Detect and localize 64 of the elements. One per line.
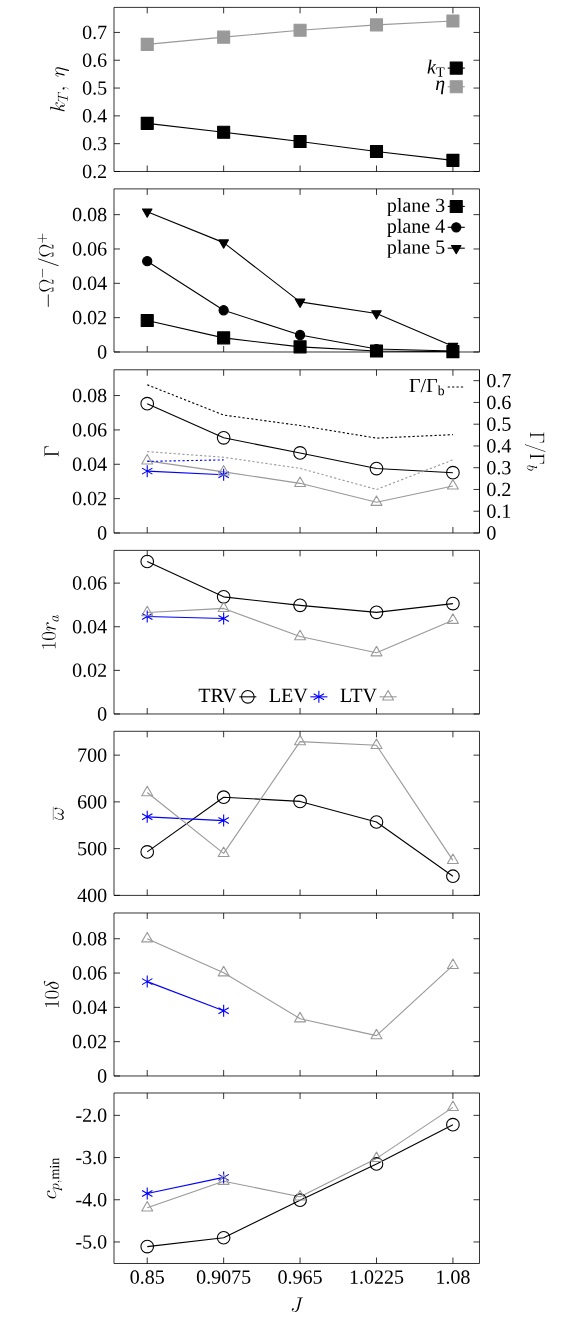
x-tick-label: 1.08 [437,1270,470,1284]
y-tick-label: 0.7 [82,25,107,40]
x-tick-label: 0.9075 [196,1270,251,1284]
y-tick-label: 0.08 [72,931,107,946]
y2-tick-label: 0.5 [487,417,511,431]
legend-label: TRV [198,688,237,703]
y-tick-label: 0 [97,1069,107,1083]
y-tick-label: 0.04 [72,276,107,291]
y-tick-label: 0 [97,345,107,359]
y-tick-label: 400 [77,888,107,903]
y-tick-label: 0 [97,707,107,721]
y-tick-label: 0.08 [72,207,107,222]
legend-label: plane 4 [387,218,445,237]
y-tick-label: 600 [77,795,107,809]
y2-tick-label: 0.2 [487,482,511,497]
y-tick-label: 0.04 [72,457,107,472]
y-axis-title: $k_T,\ \eta$ [50,67,70,112]
y-axis-title: $10r_a$ [41,615,59,649]
y2-tick-label: 0.4 [487,439,512,453]
y-tick-label: 0.04 [72,619,107,634]
y-tick-label: 0.5 [82,81,107,95]
y-tick-label: 0.02 [72,663,107,678]
y-tick-label: 0.2 [82,164,107,179]
legend-label: Γ/Γ$_{b}$ [409,378,445,396]
y-tick-label: -3.0 [76,1150,107,1165]
y-tick-label: 0.02 [72,491,107,506]
y2-axis-title: $\Gamma/\Gamma_b$ [524,432,546,471]
y-tick-label: 0.06 [72,423,107,437]
y-tick-label: 0.04 [72,1000,107,1015]
y-axis-title: $\overline{\omega}$ [53,806,64,821]
legend-label: LTV [340,688,377,703]
y-tick-label: 0.06 [72,576,107,590]
x-axis-title: $J$ [291,1297,303,1313]
y2-tick-label: 0.3 [487,460,511,475]
y-axis-title: $\Gamma$ [44,446,59,457]
y2-tick-label: 0.1 [487,504,511,519]
x-tick-label: 0.965 [278,1270,322,1284]
y2-tick-label: 0 [487,526,496,540]
y-axis-title: $10\delta$ [43,980,59,1008]
y-tick-label: -5.0 [76,1235,107,1249]
y-tick-label: 0.06 [72,242,107,256]
legend-label: plane 3 [387,197,445,217]
legend-label: LEV [269,688,308,703]
x-tick-label: 0.85 [130,1270,164,1284]
y-tick-label: 500 [78,841,107,856]
legend-label: plane 5 [387,239,445,258]
y2-tick-label: 0.6 [487,395,511,410]
y-axis-title: $-\Omega^{-}/\Omega^{+}$ [37,233,59,307]
y2-tick-label: 0.7 [487,373,511,388]
y-tick-label: 0.3 [82,136,107,151]
y-axis-title: $c_{p,\min}$ [46,1157,62,1199]
legend-label: η [435,80,445,95]
y-tick-label: 0 [97,526,107,540]
x-tick-label: 1.0225 [350,1270,404,1284]
y-tick-label: 0.02 [72,310,107,325]
y-tick-label: -2.0 [76,1108,107,1123]
y-tick-label: 700 [78,748,107,762]
y-tick-label: 0.06 [72,966,107,980]
legend-label: k$_{T}$ [427,59,445,77]
y-tick-label: 0.6 [82,53,107,68]
y-tick-label: -4.0 [76,1192,107,1207]
y-tick-label: 0.02 [72,1034,107,1049]
y-tick-label: 0.4 [82,109,107,123]
y-tick-label: 0.08 [72,388,107,403]
